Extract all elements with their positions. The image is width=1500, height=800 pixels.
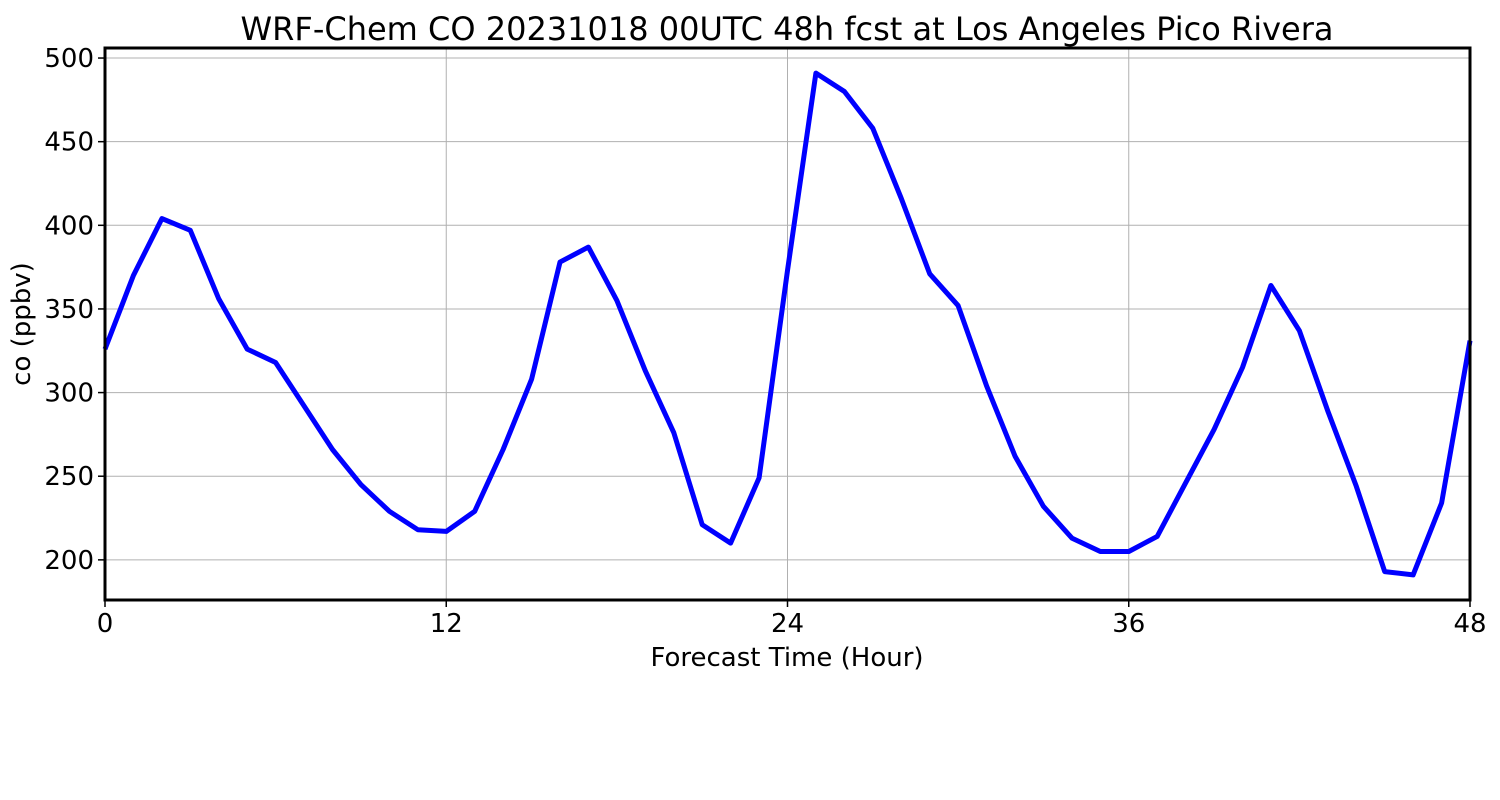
x-tick-label: 48 [1453,609,1486,639]
grid-lines [104,48,1471,600]
y-axis-ticks: 200 250 300 350 400 450 500 [44,44,105,576]
x-axis-ticks: 0 12 24 36 48 [97,600,1487,639]
x-axis-label: Forecast Time (Hour) [650,643,923,673]
y-axis-label: co (ppbv) [7,262,37,386]
chart-title: WRF-Chem CO 20231018 00UTC 48h fcst at L… [241,10,1334,48]
y-tick-label: 500 [44,44,94,74]
y-tick-label: 450 [44,128,94,158]
y-tick-label: 300 [44,379,94,409]
x-tick-label: 0 [97,609,114,639]
y-tick-label: 400 [44,211,94,241]
y-tick-label: 350 [44,295,94,325]
x-tick-label: 36 [1112,609,1145,639]
y-tick-label: 250 [44,462,94,492]
y-tick-label: 200 [44,546,94,576]
x-tick-label: 24 [771,609,804,639]
x-tick-label: 12 [430,609,463,639]
co-series-line [102,70,1473,578]
series-group [102,70,1473,578]
